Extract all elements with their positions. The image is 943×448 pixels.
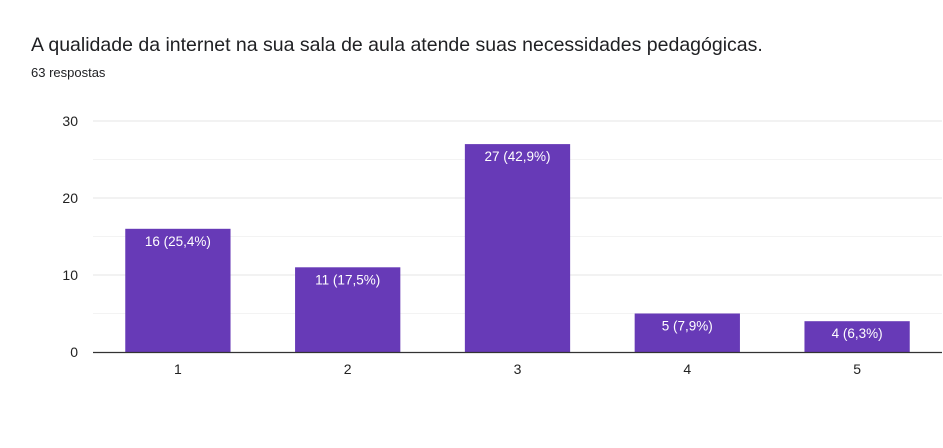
y-tick-label: 10: [62, 267, 78, 283]
bar-data-label: 5 (7,9%): [662, 319, 713, 334]
bars: [125, 144, 910, 352]
x-tick-label: 1: [174, 361, 182, 377]
response-count: 63 respostas: [31, 65, 106, 80]
bar-5: [804, 321, 910, 352]
x-tick-label: 4: [683, 361, 691, 377]
bar-3: [464, 144, 571, 352]
bar-2: [295, 267, 401, 352]
bar-4: [634, 313, 740, 352]
x-tick-label: 3: [514, 361, 522, 377]
y-tick-label: 20: [62, 190, 78, 206]
y-axis-ticks: 0 10 20 30: [62, 113, 78, 360]
bar-data-label: 11 (17,5%): [315, 272, 380, 287]
data-labels: 16 (25,4%) 11 (17,5%) 27 (42,9%) 5 (7,9%) 4 …: [145, 149, 883, 341]
chart-title: A qualidade da internet na sua sala de a…: [31, 34, 763, 56]
x-tick-label: 5: [853, 361, 861, 377]
x-axis-ticks: 1 2 3 4 5: [174, 361, 861, 377]
y-tick-label: 0: [70, 344, 78, 360]
bar-data-label: 27 (42,9%): [484, 149, 550, 164]
bar-data-label: 16 (25,4%): [145, 234, 211, 249]
bar-1: [125, 228, 231, 352]
y-tick-label: 30: [62, 113, 78, 129]
bar-data-label: 4 (6,3%): [832, 326, 883, 341]
x-tick-label: 2: [344, 361, 352, 377]
